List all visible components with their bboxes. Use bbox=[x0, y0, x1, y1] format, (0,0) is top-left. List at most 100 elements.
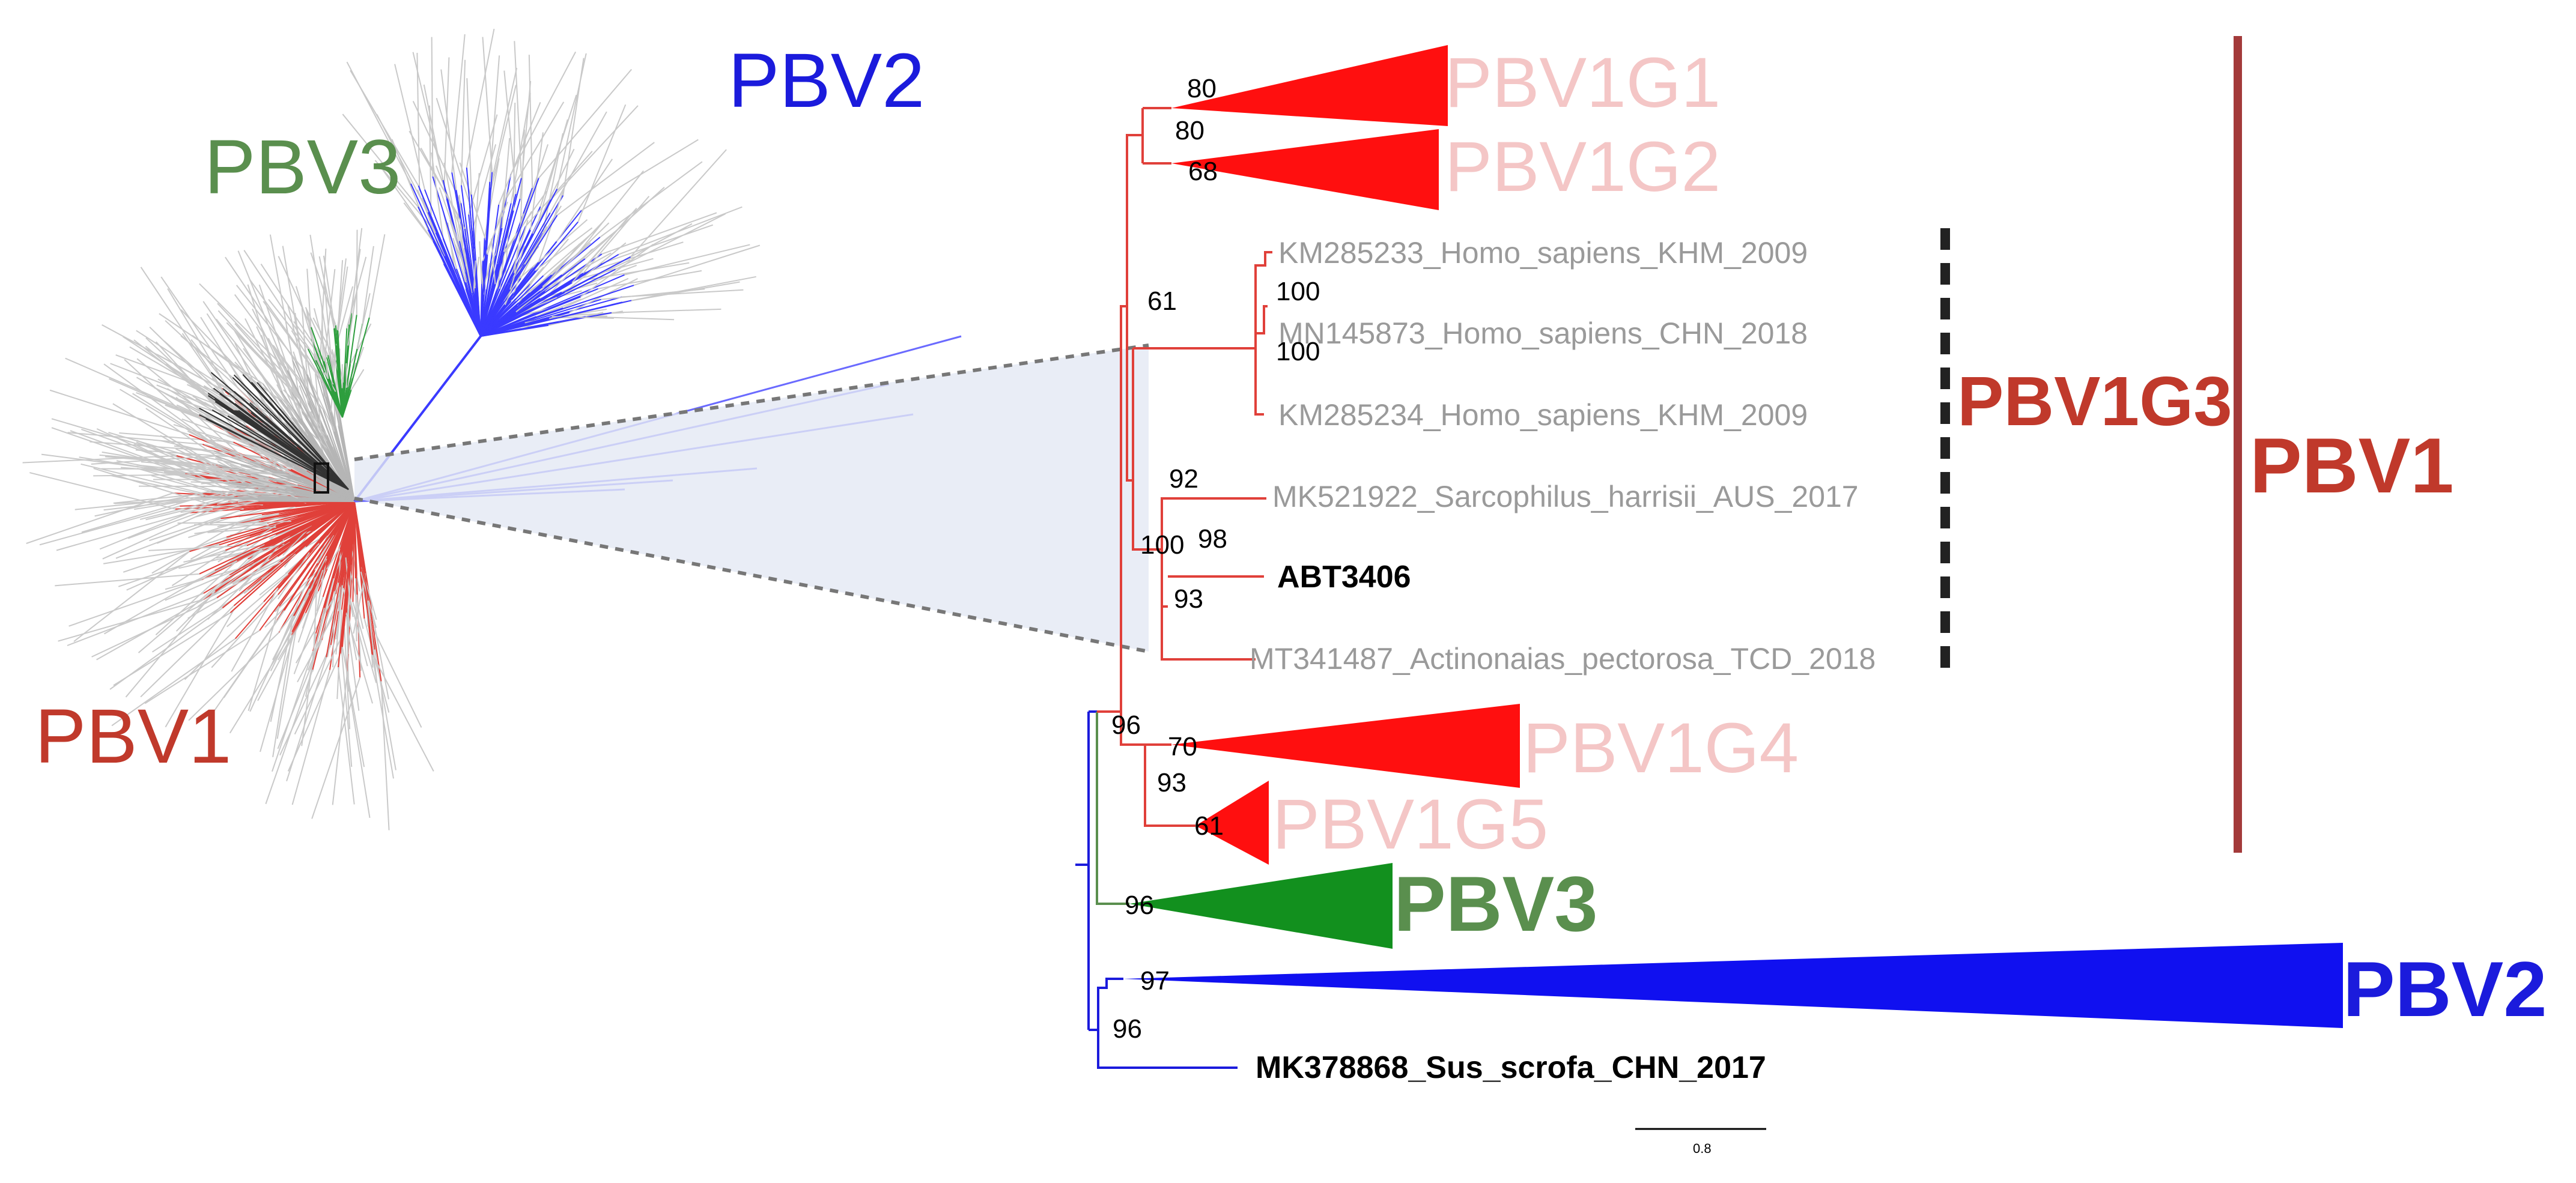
overview-branch-pbv3-tip bbox=[310, 252, 336, 326]
overview-branch-pbv2 bbox=[480, 193, 517, 337]
branch-mk378868 bbox=[1097, 1030, 1238, 1069]
support-pbv2: 97 bbox=[1140, 966, 1170, 996]
overview-branch-pbv2-tip bbox=[458, 195, 464, 260]
overview-branch-pbv1-tip bbox=[73, 551, 190, 643]
overview-branch-pbv1-tip bbox=[372, 655, 434, 772]
overview-branch-pbv2-tip bbox=[615, 213, 726, 270]
overview-branch-grey-tip bbox=[236, 285, 308, 375]
overview-branch-pbv2-tip bbox=[562, 277, 629, 309]
overview-branch-grey-tip bbox=[269, 343, 302, 419]
overview-branch-grey-tip bbox=[225, 486, 285, 489]
overview-branch-pbv3-tip bbox=[268, 298, 309, 349]
overview-branch-pbv1 bbox=[278, 501, 355, 515]
overview-branch-pbv2-tip bbox=[473, 173, 480, 247]
overview-branch-grey-tip bbox=[160, 435, 244, 483]
overview-branch-pbv3 bbox=[315, 360, 343, 418]
overview-branch-pbv2 bbox=[465, 282, 481, 337]
overview-branch-dark bbox=[257, 382, 349, 490]
overview-branch-grey bbox=[292, 360, 355, 502]
overview-branch-pbv1-tip bbox=[207, 526, 276, 533]
tip-label-abt3406: ABT3406 bbox=[1277, 560, 1411, 595]
overview-branch-pbv1-tip bbox=[103, 544, 219, 564]
overview-branch-pbv1 bbox=[259, 501, 355, 631]
overview-branch-pbv2-tip bbox=[633, 244, 761, 286]
overview-branch-dark bbox=[211, 409, 349, 490]
overview-branch-grey-tip bbox=[181, 418, 264, 449]
overview-branch-pbv2 bbox=[470, 194, 481, 337]
clade-label-pbv3: PBV3 bbox=[1394, 860, 1598, 948]
overview-branch-grey-tip bbox=[297, 394, 327, 442]
overview-branch-grey bbox=[243, 482, 355, 502]
overview-branch-grey-tip bbox=[114, 498, 223, 504]
overview-branch-pbv2-tip bbox=[535, 227, 593, 271]
overview-branch-pbv1-tip bbox=[187, 571, 268, 619]
overview-branch-grey bbox=[236, 486, 355, 502]
overview-branch-pbv2-tip bbox=[459, 162, 487, 241]
overview-branch-pbv1-tip bbox=[294, 632, 344, 735]
overview-branch-pbv3-tip bbox=[312, 317, 336, 362]
group-label-pbv1: PBV1 bbox=[2250, 422, 2454, 509]
overview-branch-pbv1-tip bbox=[111, 638, 236, 727]
overview-branch-pbv1-tip bbox=[304, 555, 327, 602]
branch-pbv3 bbox=[1096, 712, 1129, 905]
clade-label-pbv2: PBV2 bbox=[2343, 945, 2547, 1033]
overview-branch-pbv1-tip bbox=[217, 513, 279, 528]
overview-branch-pbv1-tip bbox=[49, 389, 190, 435]
clade-triangle-pbv3 bbox=[1129, 863, 1393, 949]
overview-branch-pbv1 bbox=[326, 501, 355, 557]
overview-branch-grey-tip bbox=[247, 284, 282, 391]
branch-km285233 bbox=[1256, 251, 1272, 267]
overview-branch-grey-tip bbox=[260, 263, 327, 365]
overview-branch-pbv1-tip bbox=[99, 503, 213, 550]
overview-branch-pbv1 bbox=[225, 501, 355, 551]
overview-branch-pbv2-tip bbox=[532, 148, 575, 234]
support-98: 98 bbox=[1198, 524, 1227, 554]
overview-branch-grey-tip bbox=[319, 249, 327, 366]
overview-branch-pbv2-tip bbox=[510, 51, 577, 175]
overview-branch-pbv3 bbox=[342, 317, 370, 418]
overview-branch-pbv1-tip bbox=[51, 427, 186, 475]
overview-branch-pbv1-tip bbox=[350, 571, 364, 629]
overview-branch-pbv1-tip bbox=[173, 424, 260, 451]
overview-branch-pbv2 bbox=[458, 241, 481, 337]
overview-branch-pbv2-tip bbox=[518, 144, 549, 232]
overview-branch-pbv1-tip bbox=[372, 629, 422, 728]
overview-branch-pbv1-tip bbox=[354, 578, 357, 641]
overview-label-pbv3: PBV3 bbox=[204, 124, 401, 210]
overview-branch-pbv2-tip bbox=[436, 98, 470, 204]
overview-branch-grey-tip bbox=[226, 435, 287, 462]
branch-km285234 bbox=[1254, 348, 1264, 416]
overview-branch-grey-tip bbox=[145, 408, 234, 468]
overview-branch-dark bbox=[251, 381, 349, 490]
overview-branch-pbv2 bbox=[480, 228, 503, 337]
overview-branch-pbv3 bbox=[342, 387, 347, 418]
overview-branch-pbv3-tip bbox=[336, 258, 347, 330]
overview-branch-pbv1 bbox=[291, 501, 355, 522]
zoom-line-bottom bbox=[354, 497, 1149, 653]
overview-branch-pbv2-tip bbox=[412, 101, 462, 204]
support-93a: 93 bbox=[1174, 584, 1203, 614]
overview-branch-pbv1-tip bbox=[345, 616, 360, 711]
overview-branch-pbv2-tip bbox=[517, 271, 539, 306]
overview-branch-pbv2-tip bbox=[342, 113, 419, 207]
branch-pbv2-stem bbox=[1089, 978, 1123, 1031]
overview-branch-pbv2-tip bbox=[542, 242, 591, 288]
overview-branch-pbv1-tip bbox=[188, 514, 263, 538]
zoom-box bbox=[314, 462, 329, 494]
tip-label-km285233: KM285233_Homo_sapiens_KHM_2009 bbox=[1278, 236, 1808, 270]
overview-branch-pbv2-tip bbox=[539, 94, 577, 207]
overview-branch-pbv2-tip bbox=[487, 189, 509, 255]
overview-branch-pbv1-tip bbox=[144, 629, 260, 704]
overview-branch-pbv2-tip bbox=[556, 53, 587, 189]
overview-branch-pbv2-tip bbox=[490, 238, 496, 285]
overview-branch-pbv1 bbox=[354, 501, 369, 601]
overview-branch-grey-tip bbox=[314, 373, 323, 436]
overview-branch-pbv2-tip bbox=[468, 114, 498, 215]
overview-branch-pbv2-tip bbox=[451, 34, 466, 173]
overview-branch-pbv2-tip bbox=[580, 244, 654, 298]
overview-branch-pbv1 bbox=[284, 501, 355, 611]
overview-branch-grey-tip bbox=[90, 441, 214, 452]
overview-branch-grey bbox=[201, 496, 355, 502]
overview-branch-pbv1-tip bbox=[272, 635, 293, 757]
overview-branch-grey-tip bbox=[201, 436, 270, 468]
